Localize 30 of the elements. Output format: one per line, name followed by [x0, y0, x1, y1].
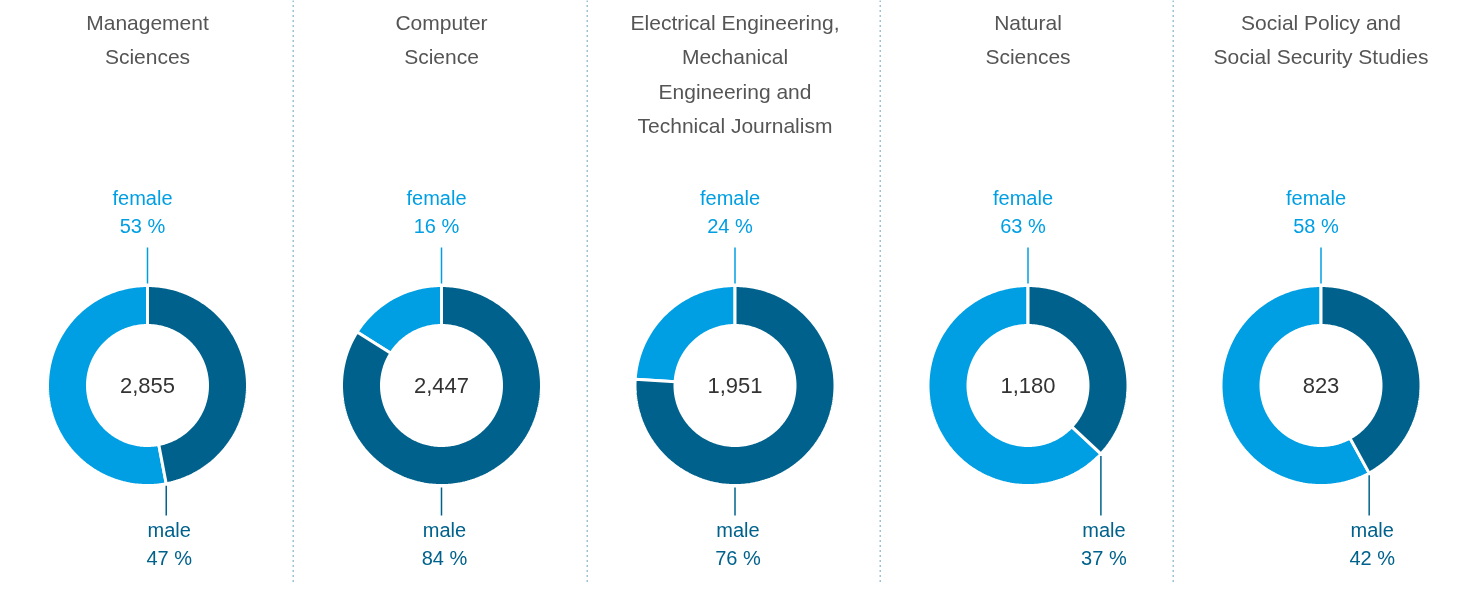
text: 1,951 — [707, 373, 763, 398]
text: 2,855 — [119, 373, 176, 398]
text: 1,180 — [1000, 373, 1056, 398]
slice-label: male — [147, 518, 191, 541]
slice-label: female — [112, 186, 173, 209]
data-label: 16 % — [413, 214, 460, 237]
slice-label: male — [1082, 518, 1126, 541]
slice-label: female — [406, 186, 467, 209]
data-label: 47 % — [146, 546, 193, 569]
data-label: 24 % — [707, 214, 754, 237]
slice-label: male — [422, 518, 467, 541]
slice-label: female — [1285, 186, 1347, 209]
data-label: 53 % — [119, 214, 166, 237]
data-label: 42 % — [1349, 546, 1396, 569]
data-label: 76 % — [715, 546, 762, 569]
data-label: 58 % — [1293, 214, 1340, 237]
text: 2,447 — [413, 373, 470, 398]
data-label: 37 % — [1081, 546, 1127, 569]
slice-label: male — [716, 518, 760, 541]
chart-title: Management Sciences — [86, 10, 209, 68]
chart-title: Social Policy and Social Security Studies — [1213, 10, 1429, 68]
slice-label: male — [1350, 518, 1394, 541]
chart-title: Computer Science — [395, 10, 488, 68]
slice-label: female — [699, 186, 761, 209]
text: 823 — [1302, 373, 1340, 398]
chart-title: Electrical Engineering, Mechanical Engineering and Technical Journalism — [630, 10, 840, 137]
data-label: 63 % — [1000, 214, 1047, 237]
slice-label: female — [992, 186, 1054, 209]
chart-title: Natural Sciences — [985, 10, 1071, 68]
data-label: 84 % — [421, 546, 468, 569]
